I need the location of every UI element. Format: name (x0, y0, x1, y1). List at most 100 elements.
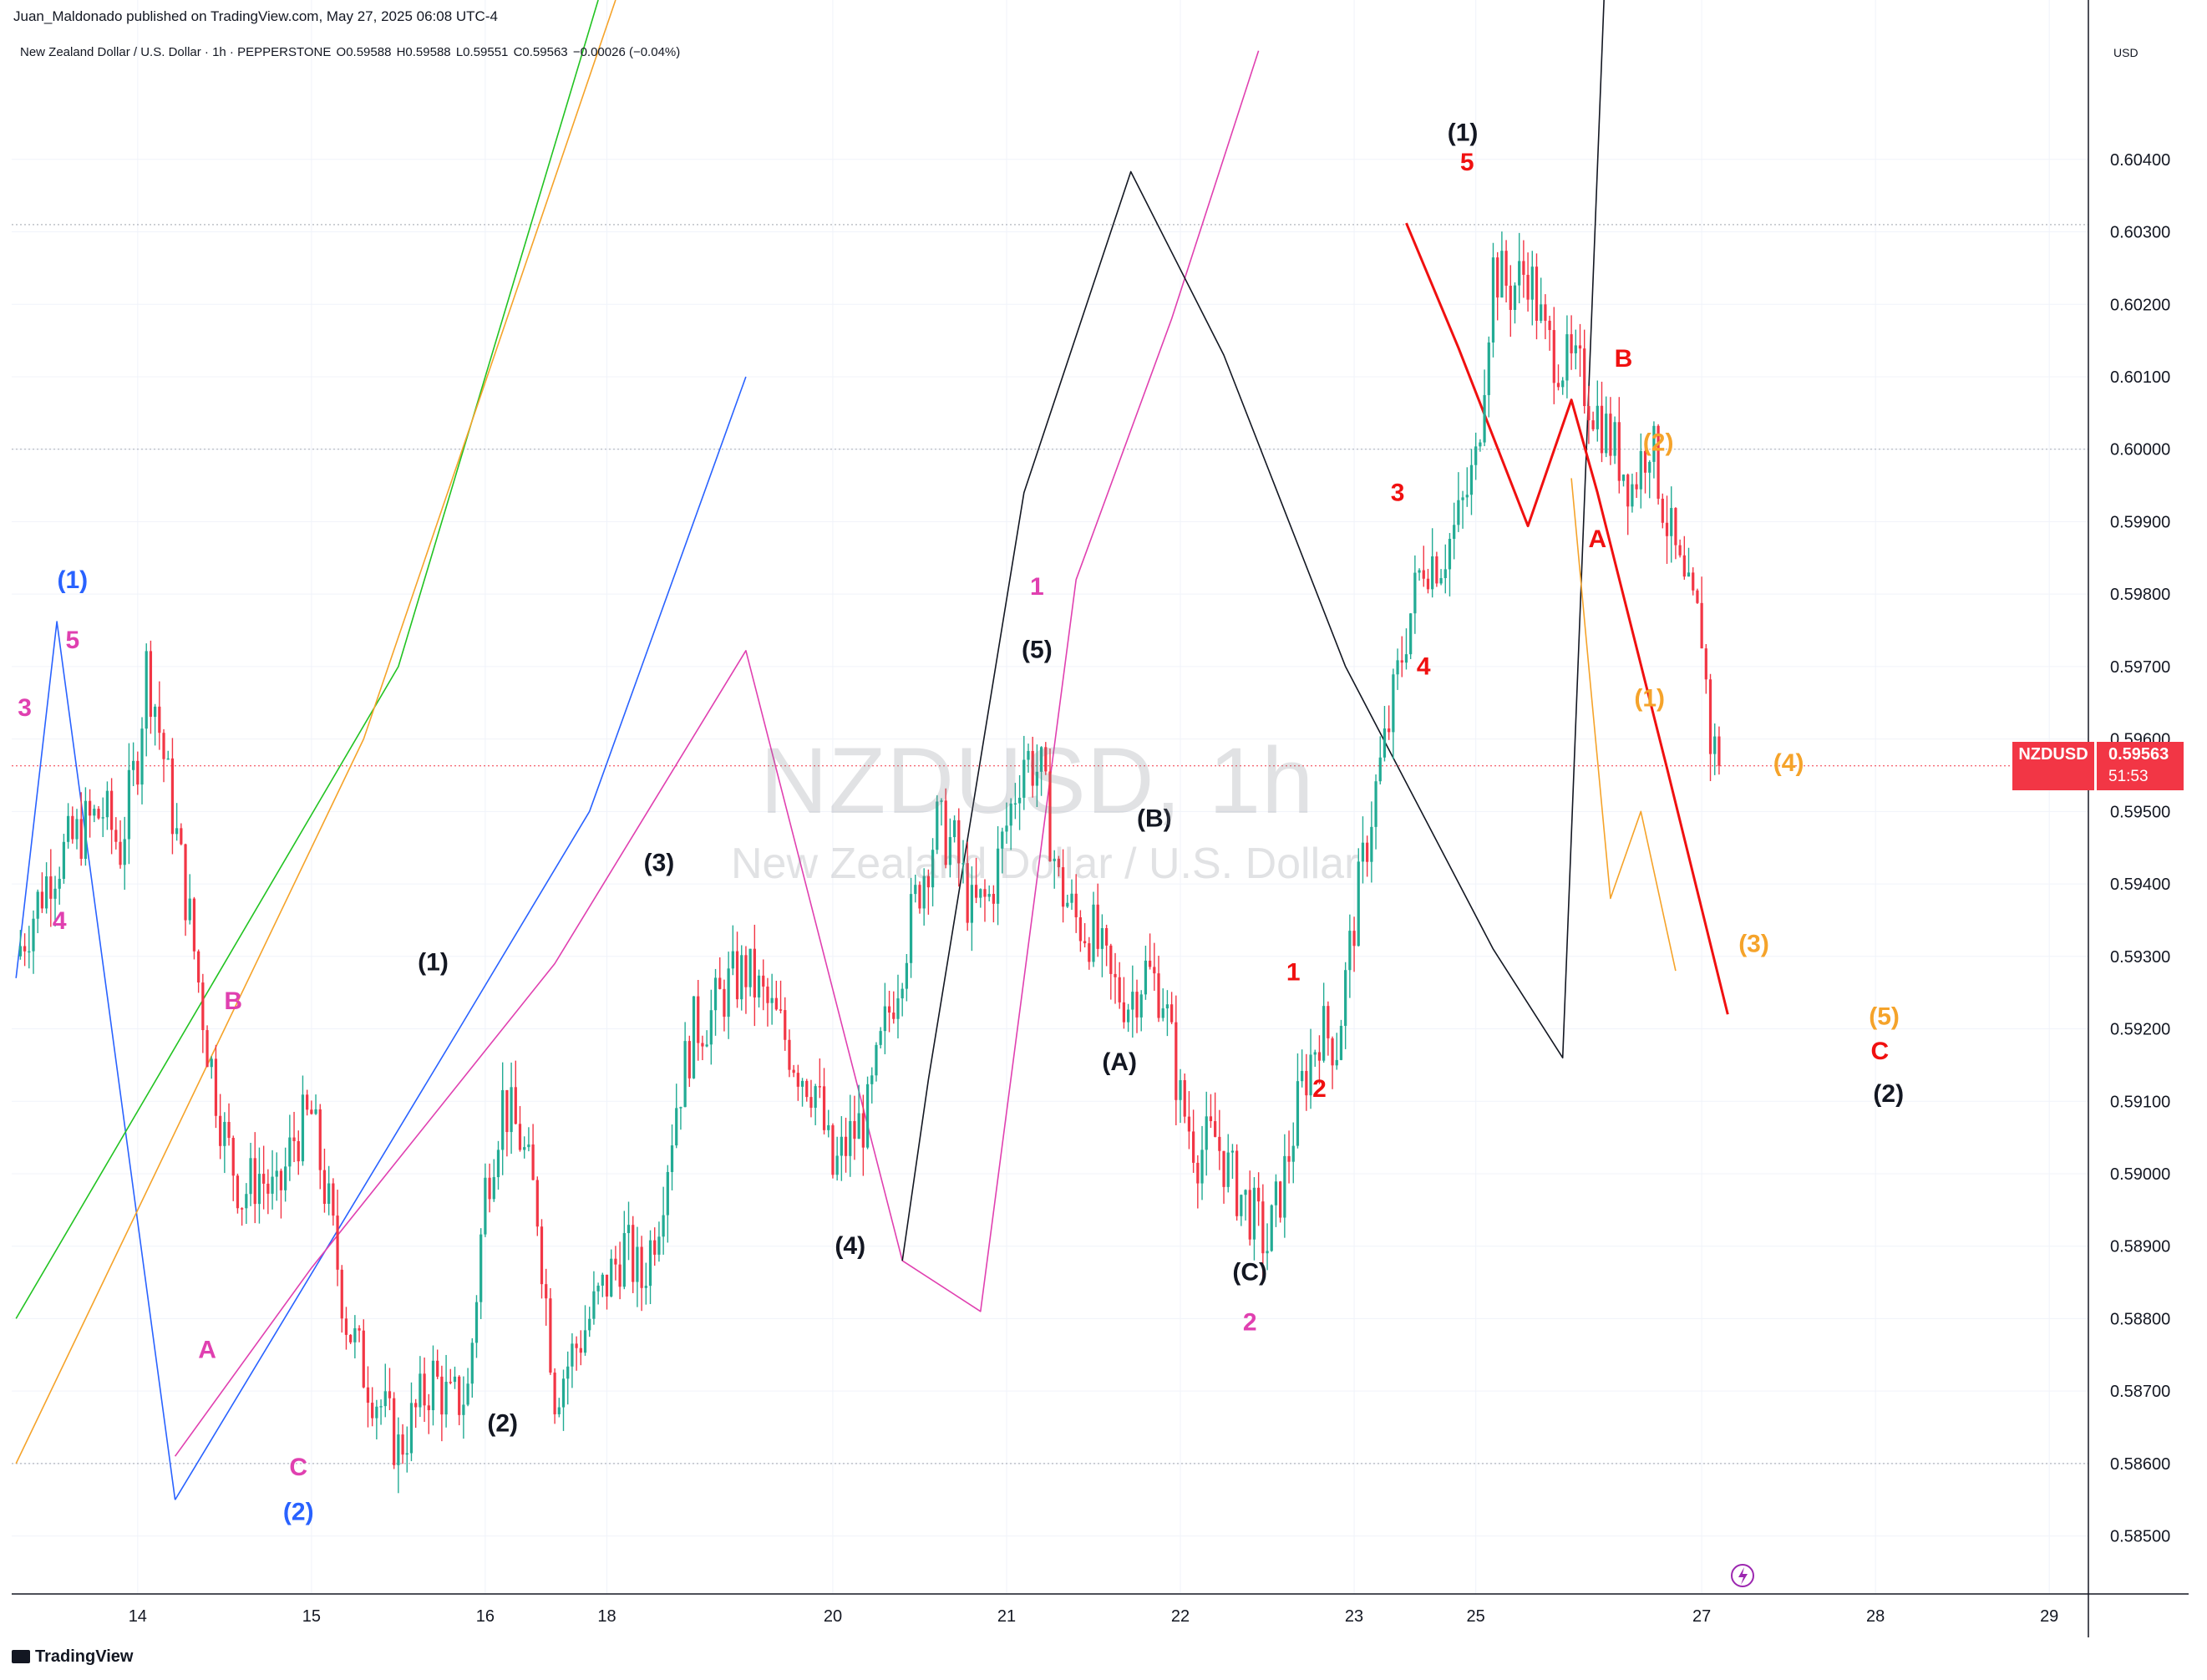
candle-body (1678, 545, 1682, 556)
candle-body (784, 1010, 787, 1040)
candle-body (683, 1041, 687, 1108)
candle-body (1279, 1181, 1282, 1218)
candle-body (1483, 394, 1486, 443)
candle-body (788, 1039, 791, 1070)
candle-body (1070, 893, 1073, 903)
candle-body (527, 1144, 530, 1148)
candle-body (110, 790, 114, 830)
candle-body (1378, 757, 1382, 782)
candle-body (996, 848, 1000, 904)
candle-body (279, 1170, 283, 1190)
candle-body (740, 955, 743, 1000)
price-tick-label: 0.60200 (2110, 296, 2170, 314)
bar-countdown: 51:53 (2108, 767, 2149, 785)
candle-body (358, 1327, 361, 1331)
price-tick-label: 0.59900 (2110, 513, 2170, 531)
price-tick-label: 0.59500 (2110, 803, 2170, 821)
candle-body (1639, 450, 1642, 490)
candle-body (948, 837, 951, 865)
candle-body (210, 1058, 213, 1068)
ohlc-close: C0.59563 (513, 45, 568, 59)
candle-body (853, 1120, 856, 1139)
candle-body (1266, 1251, 1269, 1254)
candle-body (1035, 771, 1039, 786)
candle-body (236, 1175, 240, 1209)
candle-body (1157, 973, 1160, 1018)
candle-body (697, 996, 700, 1043)
symbol-description[interactable]: New Zealand Dollar / U.S. Dollar · 1h · … (20, 45, 332, 59)
candle-body (353, 1327, 357, 1342)
candle-body (414, 1403, 418, 1408)
candle-body (770, 997, 774, 1003)
candle-body (1509, 286, 1512, 310)
candle-body (449, 1382, 452, 1383)
price-tick-label: 0.60300 (2110, 224, 2170, 242)
currency-label[interactable]: USD (2113, 46, 2139, 59)
candle-body (1127, 1009, 1130, 1023)
candle-body (436, 1360, 439, 1377)
candle-body (931, 850, 935, 888)
candle-body (1092, 904, 1095, 962)
wave-label: (2) (487, 1410, 518, 1438)
candle-body (596, 1285, 600, 1292)
candle-body (1301, 1070, 1304, 1082)
candle-body (1031, 750, 1034, 786)
candle-body (814, 1086, 817, 1109)
candle-body (1192, 1131, 1195, 1163)
candle-body (944, 800, 947, 865)
candle-body (735, 951, 739, 1000)
candle-body (1383, 728, 1387, 758)
candle-body (488, 1177, 491, 1200)
horizontal-levels (12, 224, 2088, 1464)
candle-body (379, 1406, 383, 1408)
candle-body (1596, 405, 1599, 429)
candle-body (1296, 1081, 1300, 1146)
candle-body (1374, 781, 1377, 827)
candle-body (1431, 556, 1434, 590)
candle-body (518, 1124, 522, 1150)
candle-body (49, 876, 53, 899)
tradingview-logo[interactable]: TradingView (12, 1647, 133, 1667)
candle-body (101, 817, 104, 819)
candle-body (227, 1121, 231, 1139)
candle-body (1118, 977, 1121, 1002)
candle-body (180, 828, 183, 845)
candle-body (701, 1043, 704, 1047)
candle-body (992, 893, 996, 904)
candle-body (957, 820, 961, 864)
wave-label: C (289, 1454, 307, 1481)
candle-body (1175, 1022, 1178, 1100)
candle-body (1309, 1054, 1312, 1096)
candle-body (318, 1109, 322, 1170)
candle-body (271, 1176, 274, 1194)
wave-label: (3) (1738, 931, 1769, 958)
candle-body (44, 876, 48, 909)
candle-body (731, 951, 734, 969)
candle-body (440, 1376, 444, 1415)
wave-label: (1) (57, 566, 88, 594)
candle-body (766, 986, 769, 1003)
candle-body (1001, 831, 1004, 849)
candle-body (1708, 679, 1712, 754)
candle-body (835, 1155, 839, 1175)
candle-body (1161, 1008, 1164, 1018)
candle-body (605, 1274, 609, 1297)
candle-body (253, 1158, 256, 1205)
watermark-description: New Zealand Dollar / U.S. Dollar (731, 840, 1359, 888)
candle-body (779, 1009, 783, 1011)
wave-line-red (1405, 222, 1729, 1015)
wave-label: 2 (1243, 1308, 1257, 1336)
candle-body (914, 885, 917, 895)
candle-body (1556, 383, 1560, 388)
candle-body (1200, 1150, 1204, 1184)
candle-body (1083, 941, 1087, 944)
candle-body (84, 800, 88, 860)
candle-body (1131, 992, 1134, 1010)
candle-body (818, 1086, 821, 1088)
wave-label: (2) (1873, 1080, 1904, 1108)
candle-body (1600, 405, 1604, 454)
candle-body (1657, 425, 1660, 499)
candle-body (983, 889, 987, 897)
candle-body (36, 891, 39, 919)
